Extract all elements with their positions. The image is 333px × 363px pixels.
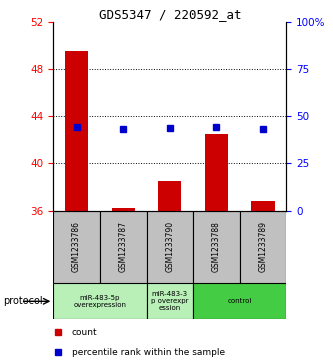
Bar xyxy=(53,283,147,319)
Text: percentile rank within the sample: percentile rank within the sample xyxy=(72,348,225,356)
Text: miR-483-3
p overexpr
ession: miR-483-3 p overexpr ession xyxy=(151,291,188,311)
Text: GSM1233790: GSM1233790 xyxy=(165,221,174,272)
Text: control: control xyxy=(227,298,252,304)
Bar xyxy=(112,208,135,211)
Title: GDS5347 / 220592_at: GDS5347 / 220592_at xyxy=(99,8,241,21)
Text: miR-483-5p
overexpression: miR-483-5p overexpression xyxy=(73,295,127,308)
Bar xyxy=(240,211,286,283)
Text: GSM1233786: GSM1233786 xyxy=(72,221,81,272)
Text: GSM1233787: GSM1233787 xyxy=(119,221,128,272)
Bar xyxy=(53,211,100,283)
Bar xyxy=(65,51,88,211)
Bar xyxy=(147,211,193,283)
Text: protocol: protocol xyxy=(3,296,43,306)
Bar xyxy=(100,211,147,283)
Bar xyxy=(193,283,286,319)
Bar xyxy=(251,201,275,211)
Bar xyxy=(158,181,181,211)
Bar xyxy=(205,134,228,211)
Bar xyxy=(147,283,193,319)
Text: GSM1233789: GSM1233789 xyxy=(258,221,268,272)
Text: count: count xyxy=(72,328,98,337)
Text: GSM1233788: GSM1233788 xyxy=(212,221,221,272)
Bar xyxy=(193,211,240,283)
